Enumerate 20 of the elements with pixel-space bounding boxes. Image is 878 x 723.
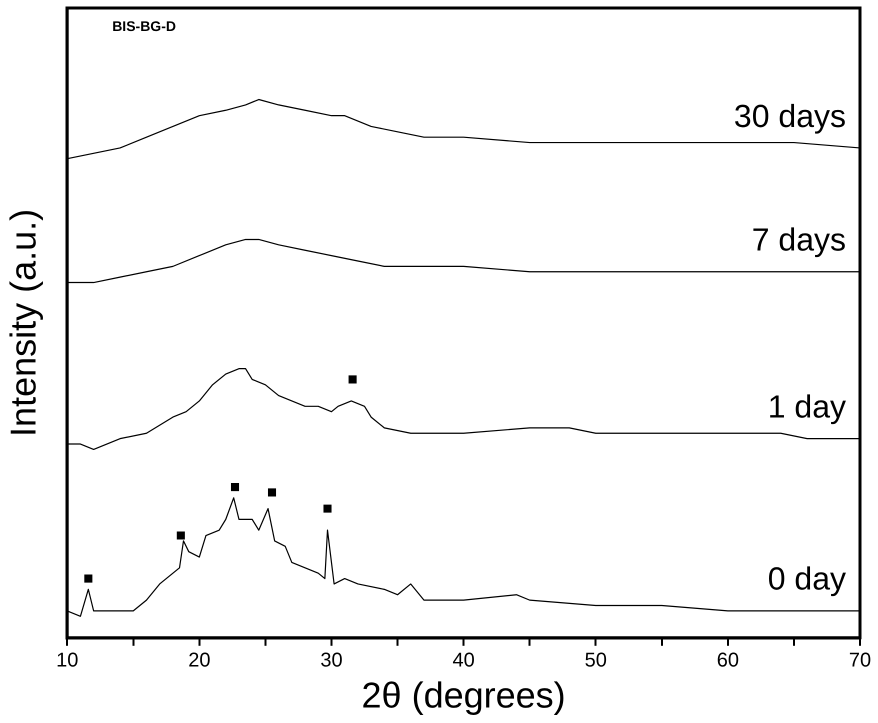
x-tick-label: 70	[848, 649, 872, 672]
y-axis-title: Intensity (a.u.)	[2, 208, 44, 437]
series-label: 7 days	[752, 222, 846, 258]
point	[176, 531, 185, 540]
point	[268, 488, 276, 496]
series-label: 30 days	[734, 98, 846, 134]
series-label: 0 day	[768, 560, 846, 597]
point	[230, 483, 240, 492]
x-tick-label: 60	[716, 649, 739, 672]
x-tick-label: 20	[188, 649, 210, 672]
point	[323, 504, 332, 513]
x-tick-label: 40	[452, 649, 475, 672]
text: BIS-BG-D	[112, 18, 176, 34]
point	[84, 574, 92, 583]
series-label: 1 day	[768, 388, 846, 424]
x-tick-label: 30	[320, 649, 343, 672]
x-tick-label: 50	[584, 649, 607, 672]
point	[348, 375, 357, 384]
x-tick-label: 10	[56, 649, 78, 672]
x-axis-title: 2θ (degrees)	[362, 674, 566, 716]
